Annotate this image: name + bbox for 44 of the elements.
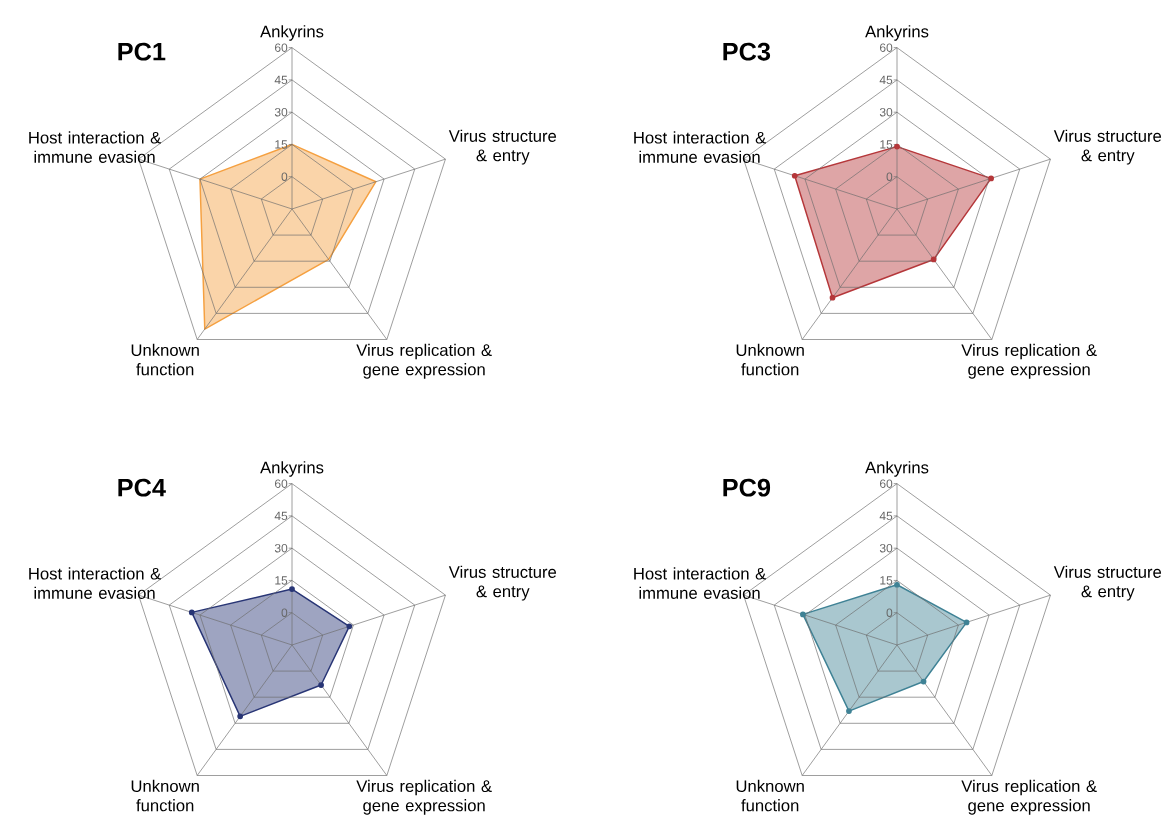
spoke-label: Ankyrins	[260, 25, 324, 41]
y-tick-label: 60	[880, 43, 893, 52]
y-tick-label: 0	[886, 172, 893, 181]
y-tick-label: 60	[275, 479, 288, 488]
y-tick-label: 15	[880, 576, 893, 585]
spoke-label: Ankyrins	[260, 461, 324, 477]
spoke-label: Virus replication & gene expression	[356, 343, 492, 379]
text: PC9	[723, 478, 771, 497]
spoke-label: Unknown function	[131, 779, 199, 812]
spoke-label: Virus structure & entry	[1053, 565, 1162, 601]
spoke-label: Host interaction & immune evasion	[634, 567, 766, 599]
spoke-label: Virus structure & entry	[448, 565, 557, 601]
text: PC1	[118, 42, 166, 61]
text: PC3	[723, 42, 771, 61]
spoke-label: Virus replication & gene expression	[961, 343, 1097, 379]
y-tick-label: 60	[275, 43, 288, 52]
spoke-label: Unknown function	[131, 343, 199, 376]
y-tick-label: 0	[281, 608, 288, 617]
y-tick-label: 45	[879, 511, 893, 521]
y-tick-label: 15	[275, 140, 288, 149]
spoke-label: Ankyrins	[865, 461, 929, 477]
spoke-label: Unknown function	[736, 779, 804, 812]
spoke-label: Host interaction & immune evasion	[29, 131, 161, 163]
y-tick-label: 45	[274, 511, 288, 521]
y-tick-label: 30	[879, 543, 893, 553]
y-tick-label: 45	[879, 75, 893, 85]
text: PC4	[118, 478, 166, 497]
spoke-label: Host interaction & immune evasion	[634, 131, 766, 163]
spoke-label: Virus structure & entry	[448, 129, 557, 165]
y-tick-label: 15	[275, 576, 288, 585]
spoke-label: Virus structure & entry	[1053, 129, 1162, 165]
y-tick-label: 60	[880, 479, 893, 488]
spoke-label: Virus replication & gene expression	[356, 779, 492, 815]
y-tick-label: 30	[274, 107, 288, 117]
y-tick-label: 0	[281, 172, 288, 181]
y-tick-label: 45	[274, 75, 288, 85]
spoke-label: Virus replication & gene expression	[961, 779, 1097, 815]
spoke-label: Host interaction & immune evasion	[29, 567, 161, 599]
y-tick-label: 30	[879, 107, 893, 117]
y-tick-label: 30	[274, 543, 288, 553]
y-tick-label: 0	[886, 608, 893, 617]
spoke-label: Unknown function	[736, 343, 804, 376]
spoke-label: Ankyrins	[865, 25, 929, 41]
y-tick-label: 15	[880, 140, 893, 149]
